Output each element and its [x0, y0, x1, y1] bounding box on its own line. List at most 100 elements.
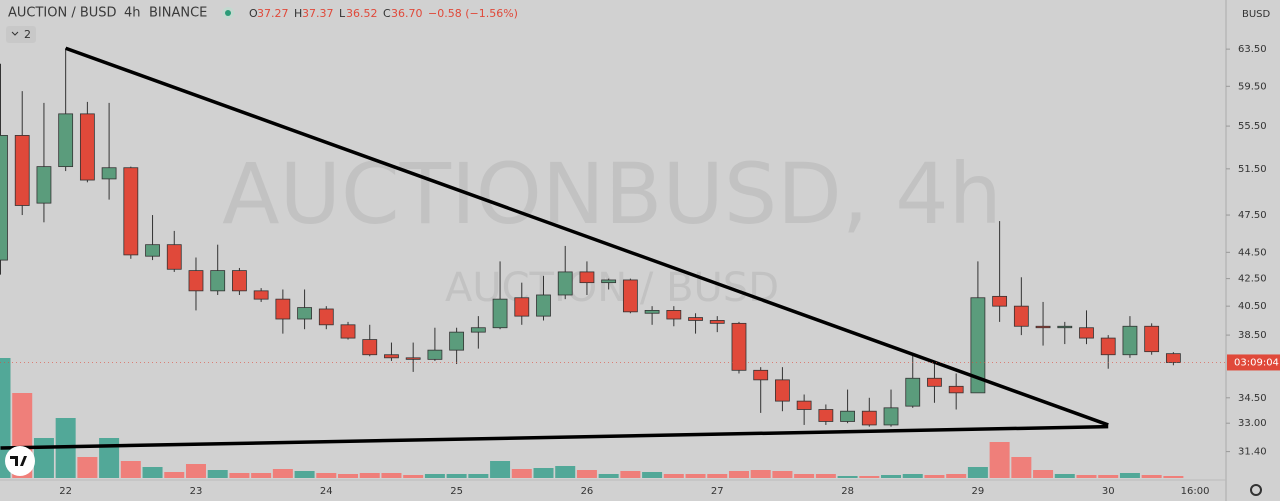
volume-bar: [403, 475, 424, 478]
y-tick-label: 34.50: [1238, 393, 1267, 404]
candle-body: [861, 410, 877, 426]
settings-icon[interactable]: [1250, 484, 1262, 496]
volume-bar: [1141, 475, 1162, 478]
low-label: L: [339, 7, 346, 20]
candle-body: [601, 279, 617, 284]
candle-body: [101, 167, 117, 180]
x-tick-label: 23: [190, 486, 203, 497]
indicator-toggle[interactable]: [6, 26, 36, 43]
volume-bar: [663, 474, 684, 478]
candle-body: [384, 354, 399, 359]
candle-body: [948, 385, 964, 394]
x-tick-label: 25: [450, 486, 463, 497]
volume-bar: [576, 470, 597, 478]
symbol: AUCTION / BUSD: [8, 6, 117, 21]
open-value: 37.27: [257, 7, 289, 20]
volume-bar: [1033, 470, 1054, 478]
candle-body: [318, 308, 334, 326]
volume-bar: [902, 474, 923, 478]
candle-body: [992, 295, 1008, 307]
candle-body: [362, 339, 378, 356]
volume-bar: [120, 461, 141, 478]
tradingview-logo: [5, 446, 35, 476]
candle-body: [36, 166, 52, 204]
volume-bar: [99, 438, 120, 478]
candle-body: [840, 410, 855, 422]
legend-header: AUCTION / BUSD 4h BINANCE O 37.27 H 37.3…: [6, 6, 518, 43]
candle-body: [14, 135, 30, 206]
x-tick-label: 28: [841, 486, 854, 497]
candle-body: [709, 320, 725, 324]
y-tick-label: 44.50: [1238, 247, 1267, 258]
candle-body: [514, 297, 530, 317]
volume-bar: [1098, 475, 1119, 478]
volume-bar: [881, 475, 902, 478]
volume-bar: [859, 476, 880, 478]
candle-body: [449, 331, 465, 351]
volume-bar: [381, 473, 402, 478]
volume-bar: [1119, 473, 1140, 478]
y-tick-label: 59.50: [1238, 81, 1267, 92]
interval: 4h: [124, 6, 141, 21]
volume-bar: [815, 474, 836, 478]
candle-body: [1144, 325, 1160, 353]
candle-body: [297, 307, 312, 320]
candle-body: [818, 409, 834, 422]
candle-body: [232, 270, 247, 292]
candle-body: [1079, 327, 1094, 339]
trendline: [65, 46, 1109, 427]
countdown: 03:09:04: [1234, 357, 1279, 368]
volume-bar: [685, 474, 706, 478]
candle-body: [688, 317, 703, 321]
volume-bar: [967, 467, 988, 478]
y-tick-label: 42.50: [1238, 274, 1267, 285]
candle-body: [275, 298, 291, 320]
candle-body: [753, 369, 769, 381]
y-tick-label: 40.50: [1238, 301, 1267, 312]
candle-body: [622, 279, 638, 313]
trendline: [0, 424, 1109, 450]
volume-bar: [1163, 476, 1184, 478]
volume-bar: [294, 471, 315, 478]
candle-body: [796, 400, 812, 410]
y-tick-label: 51.50: [1238, 164, 1267, 175]
watermark-main: AUCTIONBUSD, 4h: [222, 145, 1002, 243]
volume-bar: [229, 473, 250, 478]
volume-bar: [750, 470, 771, 478]
candle-body: [731, 322, 747, 371]
candle-body: [58, 113, 74, 168]
price-label-bg: [1227, 354, 1280, 371]
candle-body: [123, 167, 139, 256]
y-tick-label: 33.00: [1238, 418, 1267, 429]
volume-bar: [533, 468, 554, 478]
volume-bar: [490, 461, 511, 478]
candle-body: [927, 377, 942, 387]
y-tick-label: 38.50: [1238, 330, 1267, 341]
volume-bar: [207, 470, 228, 478]
volume-bar: [707, 474, 728, 478]
candle-body: [492, 298, 508, 329]
high-value: 37.37: [302, 7, 334, 20]
x-tick-label: 30: [1102, 486, 1115, 497]
y-tick-label: 47.50: [1238, 210, 1267, 221]
high-label: H: [294, 7, 302, 20]
indicator-count: 2: [24, 28, 31, 41]
volume-bar: [511, 469, 532, 478]
volume-bar: [33, 438, 54, 478]
x-tick-label: 16:00: [1181, 486, 1210, 497]
volume-bar: [772, 471, 793, 478]
candle-body: [579, 271, 595, 284]
volume-bar: [598, 474, 619, 478]
volume-bar: [316, 473, 337, 478]
candle-body: [427, 349, 443, 360]
volume-bar: [794, 474, 815, 478]
change: −0.58 (−1.56%): [428, 7, 518, 20]
candle-body: [1122, 325, 1138, 356]
candle-body: [79, 113, 95, 181]
volume-bar: [0, 358, 11, 478]
y-tick-label: 63.50: [1238, 44, 1267, 55]
volume-bar: [164, 472, 185, 478]
chevron-icon: [11, 31, 19, 36]
